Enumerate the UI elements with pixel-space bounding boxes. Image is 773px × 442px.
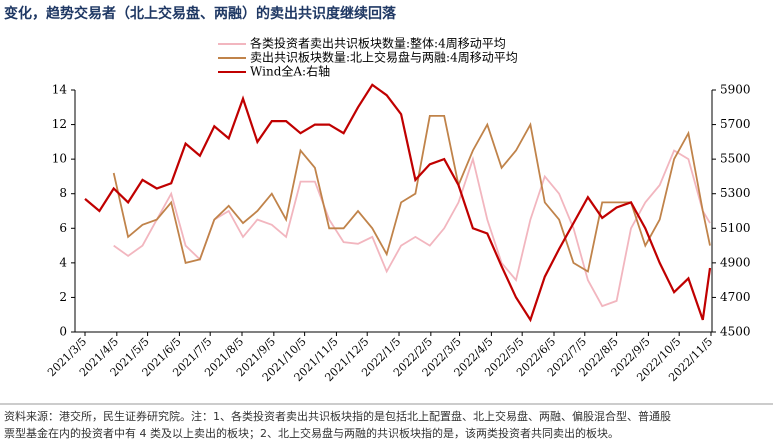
y2-tick-label: 5100 (720, 221, 751, 235)
y2-tick-label: 5900 (720, 83, 751, 97)
y-tick-label: 6 (59, 221, 67, 235)
series-line (112, 115, 711, 273)
y2-tick-label: 5700 (720, 117, 751, 131)
footnote: 票型基金在内的投资者中有 4 类及以上卖出的板块；2、北上交易盘与两融的共识板块… (4, 426, 619, 440)
y-tick-label: 0 (59, 325, 67, 339)
footnote: 资料来源：港交所，民生证券研究院。注：1、各类投资者卖出共识板块指的是包括北上配… (4, 409, 671, 423)
y2-tick-label: 4700 (720, 290, 751, 304)
y2-tick-label: 4500 (720, 325, 751, 339)
legend-label: Wind全A:右轴 (250, 64, 330, 79)
y-tick-label: 14 (52, 83, 68, 97)
y2-tick-label: 4900 (720, 255, 751, 269)
y-tick-label: 2 (59, 290, 67, 304)
legend-label: 各类投资者卖出共识板块数量:整体:4周移动平均 (250, 36, 506, 51)
y-tick-label: 10 (52, 152, 67, 166)
series-line (113, 149, 711, 308)
y2-tick-label: 5300 (720, 186, 751, 200)
y2-tick-label: 5500 (720, 152, 751, 166)
series-line (84, 83, 712, 323)
y-tick-label: 4 (59, 255, 67, 269)
y-tick-label: 12 (52, 117, 67, 131)
chart-title: 变化，趋势交易者（北上交易盘、两融）的卖出共识度继续回落 (4, 5, 397, 22)
y-tick-label: 8 (59, 186, 67, 200)
legend-label: 卖出共识板块数量:北上交易盘与两融:4周移动平均 (250, 50, 518, 65)
